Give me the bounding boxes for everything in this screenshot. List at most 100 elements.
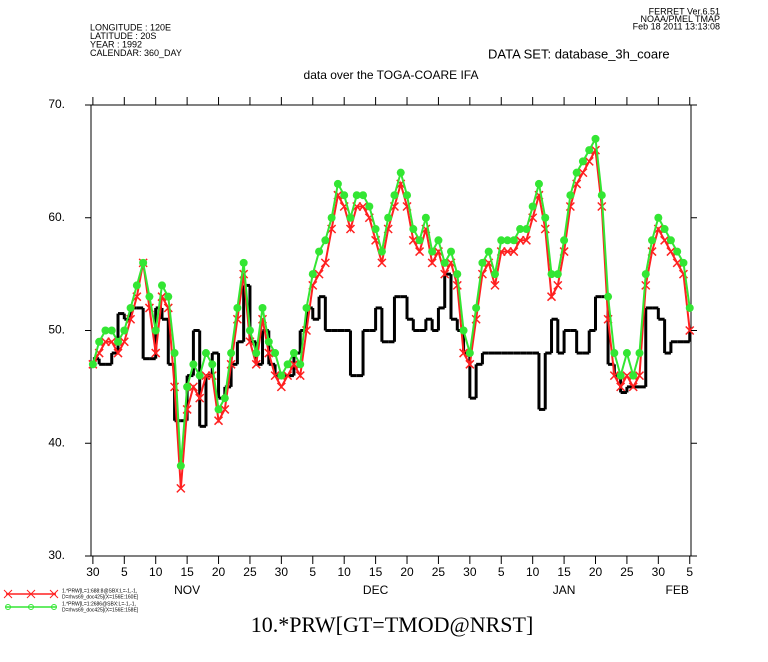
x-marker [283, 371, 293, 381]
x-axis-label: 10.*PRW[GT=TMOD@NRST] [251, 612, 534, 637]
x-marker [452, 280, 462, 290]
circle-marker [490, 270, 499, 279]
x-marker [251, 359, 261, 369]
month-label: FEB [666, 583, 689, 597]
header-right: NOAA/PMEL TMAP [640, 14, 720, 24]
circle-marker [308, 270, 317, 279]
circle-marker [553, 270, 562, 279]
circle-marker [283, 360, 292, 369]
circle-marker [484, 247, 493, 256]
x-tick-label: 15 [557, 565, 571, 579]
x-marker [459, 348, 469, 358]
x-marker [521, 235, 531, 245]
x-tick-label: 30 [652, 565, 666, 579]
x-marker [616, 382, 626, 392]
circle-marker [88, 360, 97, 369]
x-marker [666, 247, 676, 257]
x-marker [440, 269, 450, 279]
header-right: FERRET Ver.6.51 [649, 6, 720, 16]
circle-marker [547, 270, 556, 279]
header-left: CALENDAR: 360_DAY [90, 48, 182, 58]
circle-marker [139, 258, 148, 267]
circle-marker [415, 236, 424, 245]
header-right: Feb 18 2011 13:13:08 [633, 21, 720, 31]
x-marker [345, 224, 356, 234]
circle-marker [201, 349, 210, 358]
x-marker [415, 247, 425, 257]
x-tick-label: 25 [243, 565, 257, 579]
circle-marker [120, 326, 129, 335]
x-marker [672, 258, 682, 268]
x-marker [490, 280, 500, 290]
circle-marker [679, 258, 688, 267]
circle-marker [629, 371, 638, 380]
circle-marker [597, 191, 606, 200]
circle-marker [321, 236, 330, 245]
circle-marker [516, 225, 525, 234]
circle-marker [434, 236, 443, 245]
circle-marker [459, 326, 468, 335]
circle-marker [245, 326, 254, 335]
header-left: LATITUDE : 20S [90, 31, 156, 41]
legend-marker [28, 604, 34, 610]
circle-marker [183, 382, 192, 391]
circle-marker [591, 134, 600, 143]
x-tick-label: 20 [400, 565, 414, 579]
x-marker [358, 201, 368, 212]
x-marker [113, 348, 123, 358]
x-marker [188, 382, 198, 392]
y-tick-label: 30. [48, 548, 65, 562]
legend-label: 1.*PRW[L=1:688:8@SBX:L=-1,-1, [62, 588, 137, 594]
x-marker [427, 258, 437, 268]
circle-marker [176, 461, 185, 470]
circle-marker [264, 337, 273, 346]
x-marker [320, 258, 330, 268]
circle-marker [534, 179, 543, 188]
legend-label: D=rhvs69_doc425](X=156E:158E] [62, 607, 139, 613]
circle-marker [610, 349, 619, 358]
circle-marker [277, 371, 286, 380]
x-marker [289, 359, 299, 369]
circle-marker [208, 360, 217, 369]
circle-marker [409, 225, 418, 234]
y-tick-label: 40. [48, 435, 65, 449]
circle-marker [114, 337, 123, 346]
x-tick-label: 10 [526, 565, 540, 579]
circle-marker [258, 303, 267, 312]
circle-marker [428, 247, 437, 256]
x-tick-label: 25 [432, 565, 446, 579]
circle-marker [472, 303, 481, 312]
legend-marker [26, 589, 36, 599]
circle-marker [233, 303, 242, 312]
circle-marker [465, 349, 474, 358]
y-tick-label: 60. [48, 210, 65, 224]
circle-marker [673, 247, 682, 256]
x-marker [609, 371, 619, 381]
x-marker [628, 382, 638, 392]
circle-marker [315, 247, 324, 256]
circle-marker [685, 303, 694, 312]
x-marker [270, 371, 280, 381]
y-tick-label: 70. [48, 97, 65, 111]
legend-marker [3, 589, 13, 599]
month-label: JAN [553, 583, 576, 597]
circle-marker [126, 303, 135, 312]
circle-marker [377, 247, 386, 256]
month-label: DEC [363, 583, 389, 597]
circle-marker [616, 371, 625, 380]
circle-marker [195, 371, 204, 380]
x-tick-label: 10 [149, 565, 163, 579]
circle-marker [189, 360, 198, 369]
circle-marker [497, 236, 506, 245]
circle-marker [660, 225, 669, 234]
x-tick-label: 20 [212, 565, 226, 579]
circle-marker [566, 191, 575, 200]
circle-marker [157, 281, 166, 290]
x-marker [176, 483, 186, 493]
circle-marker [145, 292, 154, 301]
header-left: YEAR : 1992 [90, 39, 142, 49]
x-marker [295, 371, 305, 381]
circle-marker [333, 179, 342, 188]
x-marker [584, 156, 594, 166]
x-marker [509, 247, 519, 257]
